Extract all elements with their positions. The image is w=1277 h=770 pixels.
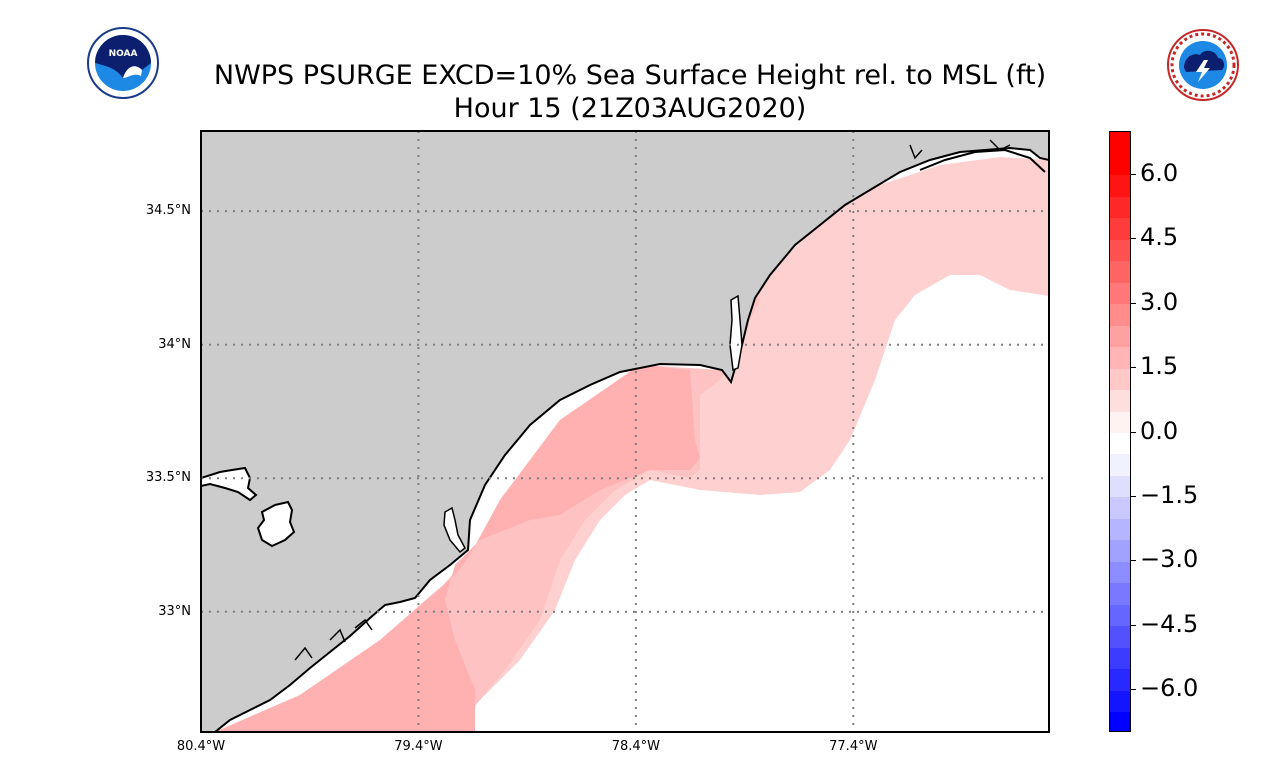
colorbar-band [1110,368,1130,391]
colorbar-band [1110,411,1130,433]
colorbar-band [1110,260,1130,283]
colorbar-tick [1131,624,1136,626]
colorbar-band [1110,239,1130,262]
colorbar-tick [1131,367,1136,369]
colorbar-band [1110,282,1130,305]
map-frame [200,130,1050,733]
latitude-label: 33.5°N [145,470,191,486]
latitude-label: 34°N [158,336,191,352]
colorbar-band [1110,153,1130,176]
colorbar-tick-label: −3.0 [1140,545,1199,574]
colorbar-band [1110,647,1130,670]
surge-zone-high [215,365,700,732]
longitude-label: 77.4°W [829,739,878,754]
colorbar-band [1110,174,1130,197]
colorbar-band [1110,625,1130,648]
colorbar-tick-label: 3.0 [1140,287,1179,316]
svg-text:NOAA: NOAA [109,49,138,59]
colorbar-tick [1131,302,1136,304]
colorbar-band [1110,453,1130,476]
colorbar-tick-label: −6.0 [1140,674,1199,703]
colorbar-band [1110,475,1130,498]
colorbar-band [1110,561,1130,584]
colorbar-tick-label: −4.5 [1140,609,1199,638]
colorbar-tick [1131,495,1136,497]
colorbar-tick [1131,431,1136,433]
colorbar-band [1110,582,1130,605]
colorbar-tick-label: −1.5 [1140,480,1199,509]
colorbar-tick-label: 0.0 [1140,416,1179,445]
colorbar-band [1110,711,1130,731]
latitude-label: 34.5°N [145,203,191,219]
longitude-label: 80.4°W [176,739,226,754]
longitude-label: 79.4°W [394,739,443,754]
colorbar-tick [1131,238,1136,240]
chart-title: NWPS PSURGE EXCD=10% Sea Surface Height … [213,60,1047,91]
colorbar-band [1110,196,1130,219]
longitude-label: 78.4°W [611,739,661,754]
colorbar [1109,131,1131,732]
cape-fear-river [729,294,743,372]
lake-moultrie [256,500,296,548]
land-area [201,131,1049,732]
colorbar-tick-label: 1.5 [1140,352,1179,381]
map-gridlines [201,131,1049,732]
colorbar-tick [1131,689,1136,691]
barrier-island [919,148,1046,173]
colorbar-band [1110,217,1130,240]
colorbar-band [1110,604,1130,627]
colorbar-band [1110,690,1130,713]
noaa-logo-icon: NOAA [87,27,159,99]
colorbar-band [1110,346,1130,369]
latitude-label: 33°N [158,603,191,619]
colorbar-tick-label: 4.5 [1140,223,1179,252]
colorbar-band [1110,432,1130,455]
colorbar-band [1110,303,1130,326]
colorbar-band [1110,539,1130,562]
colorbar-band [1110,496,1130,519]
coastal-inlets [294,139,1011,661]
colorbar-tick [1131,173,1136,175]
winyah-bay [443,506,466,554]
colorbar-band [1110,518,1130,541]
colorbar-tick [1131,560,1136,562]
colorbar-band [1110,325,1130,348]
lake-marion [201,466,258,502]
colorbar-band [1110,132,1130,154]
colorbar-band [1110,389,1130,412]
nws-logo-icon [1167,29,1239,101]
chart-subtitle: Hour 15 (21Z03AUG2020) [453,93,807,124]
colorbar-band [1110,668,1130,691]
colorbar-tick-label: 6.0 [1140,158,1179,187]
